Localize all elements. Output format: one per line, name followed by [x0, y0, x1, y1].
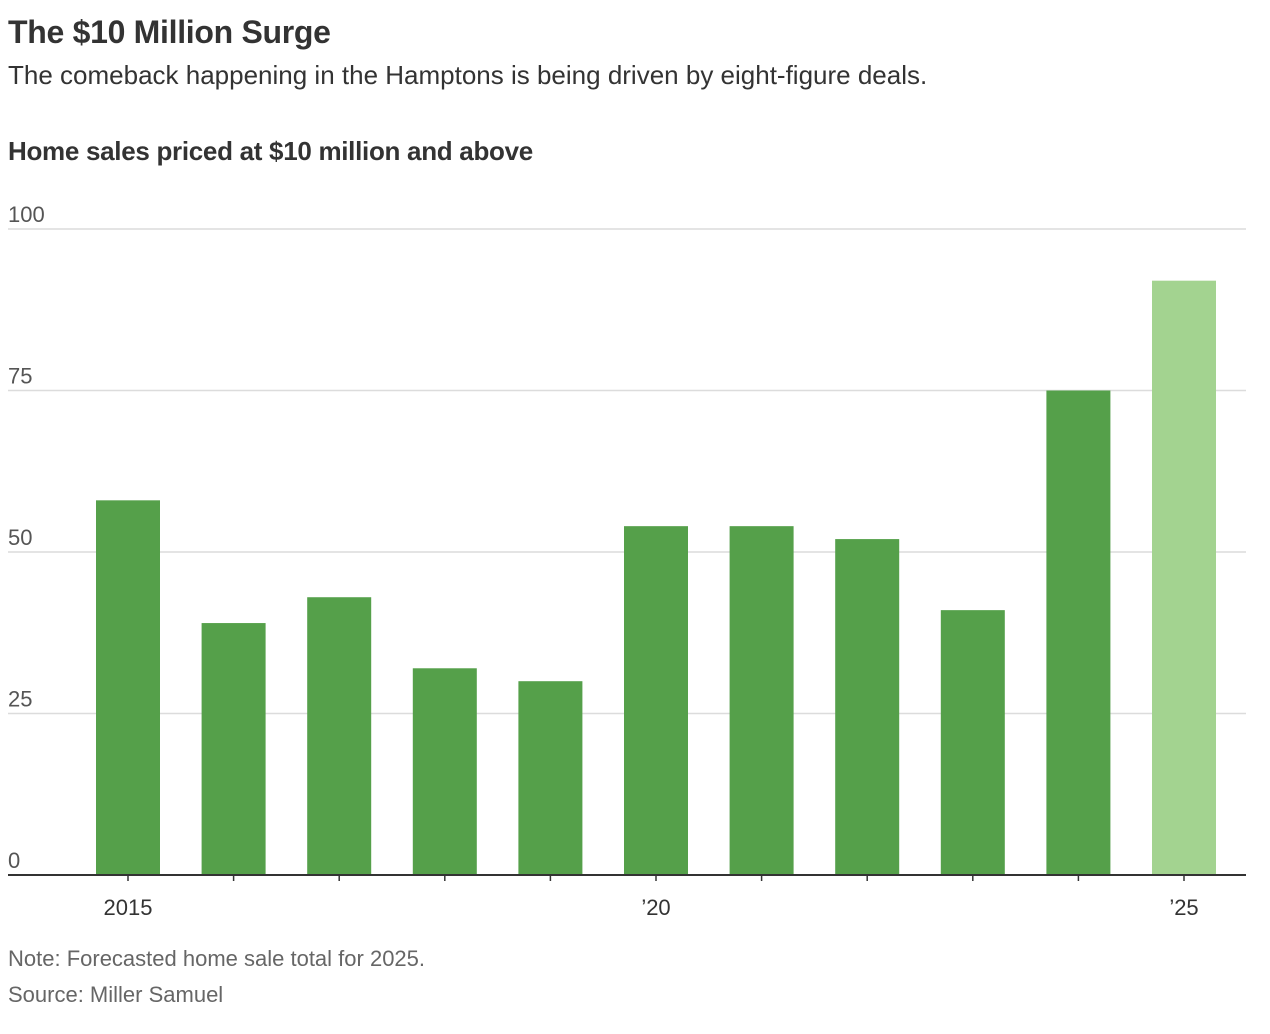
- x-tick-label: ’20: [641, 895, 670, 920]
- bar-chart: 0 25 50 75 100 2015 ’20 ’25: [8, 202, 1246, 920]
- y-tick-label: 0: [8, 848, 20, 873]
- subtitle: The comeback happening in the Hamptons i…: [8, 60, 928, 90]
- bar-2024: [1046, 390, 1111, 875]
- bar-2016: [201, 623, 266, 875]
- bar-2019: [518, 681, 583, 875]
- x-tick-label: 2015: [104, 895, 153, 920]
- bar-2018: [412, 668, 477, 875]
- bar-2020: [624, 526, 688, 875]
- axes: 0 25 50 75 100 2015 ’20 ’25: [8, 202, 1246, 920]
- bar-2017: [307, 597, 372, 875]
- y-tick-label: 75: [8, 364, 32, 389]
- bar-2023: [940, 610, 1005, 875]
- bar-2021: [729, 526, 794, 875]
- y-tick-label: 100: [8, 202, 45, 227]
- bar-2015: [96, 500, 160, 875]
- note-text: Note: Forecasted home sale total for 202…: [8, 946, 426, 971]
- bar-2022: [835, 539, 900, 875]
- source-text: Source: Miller Samuel: [8, 982, 224, 1007]
- y-tick-label: 25: [8, 687, 32, 712]
- x-tick-label: ’25: [1169, 895, 1198, 920]
- headline: The $10 Million Surge: [8, 14, 331, 50]
- chart-title: Home sales priced at $10 million and abo…: [8, 136, 533, 166]
- y-tick-label: 50: [8, 525, 32, 550]
- bars: [96, 280, 1216, 875]
- bar-2025: [1152, 280, 1216, 875]
